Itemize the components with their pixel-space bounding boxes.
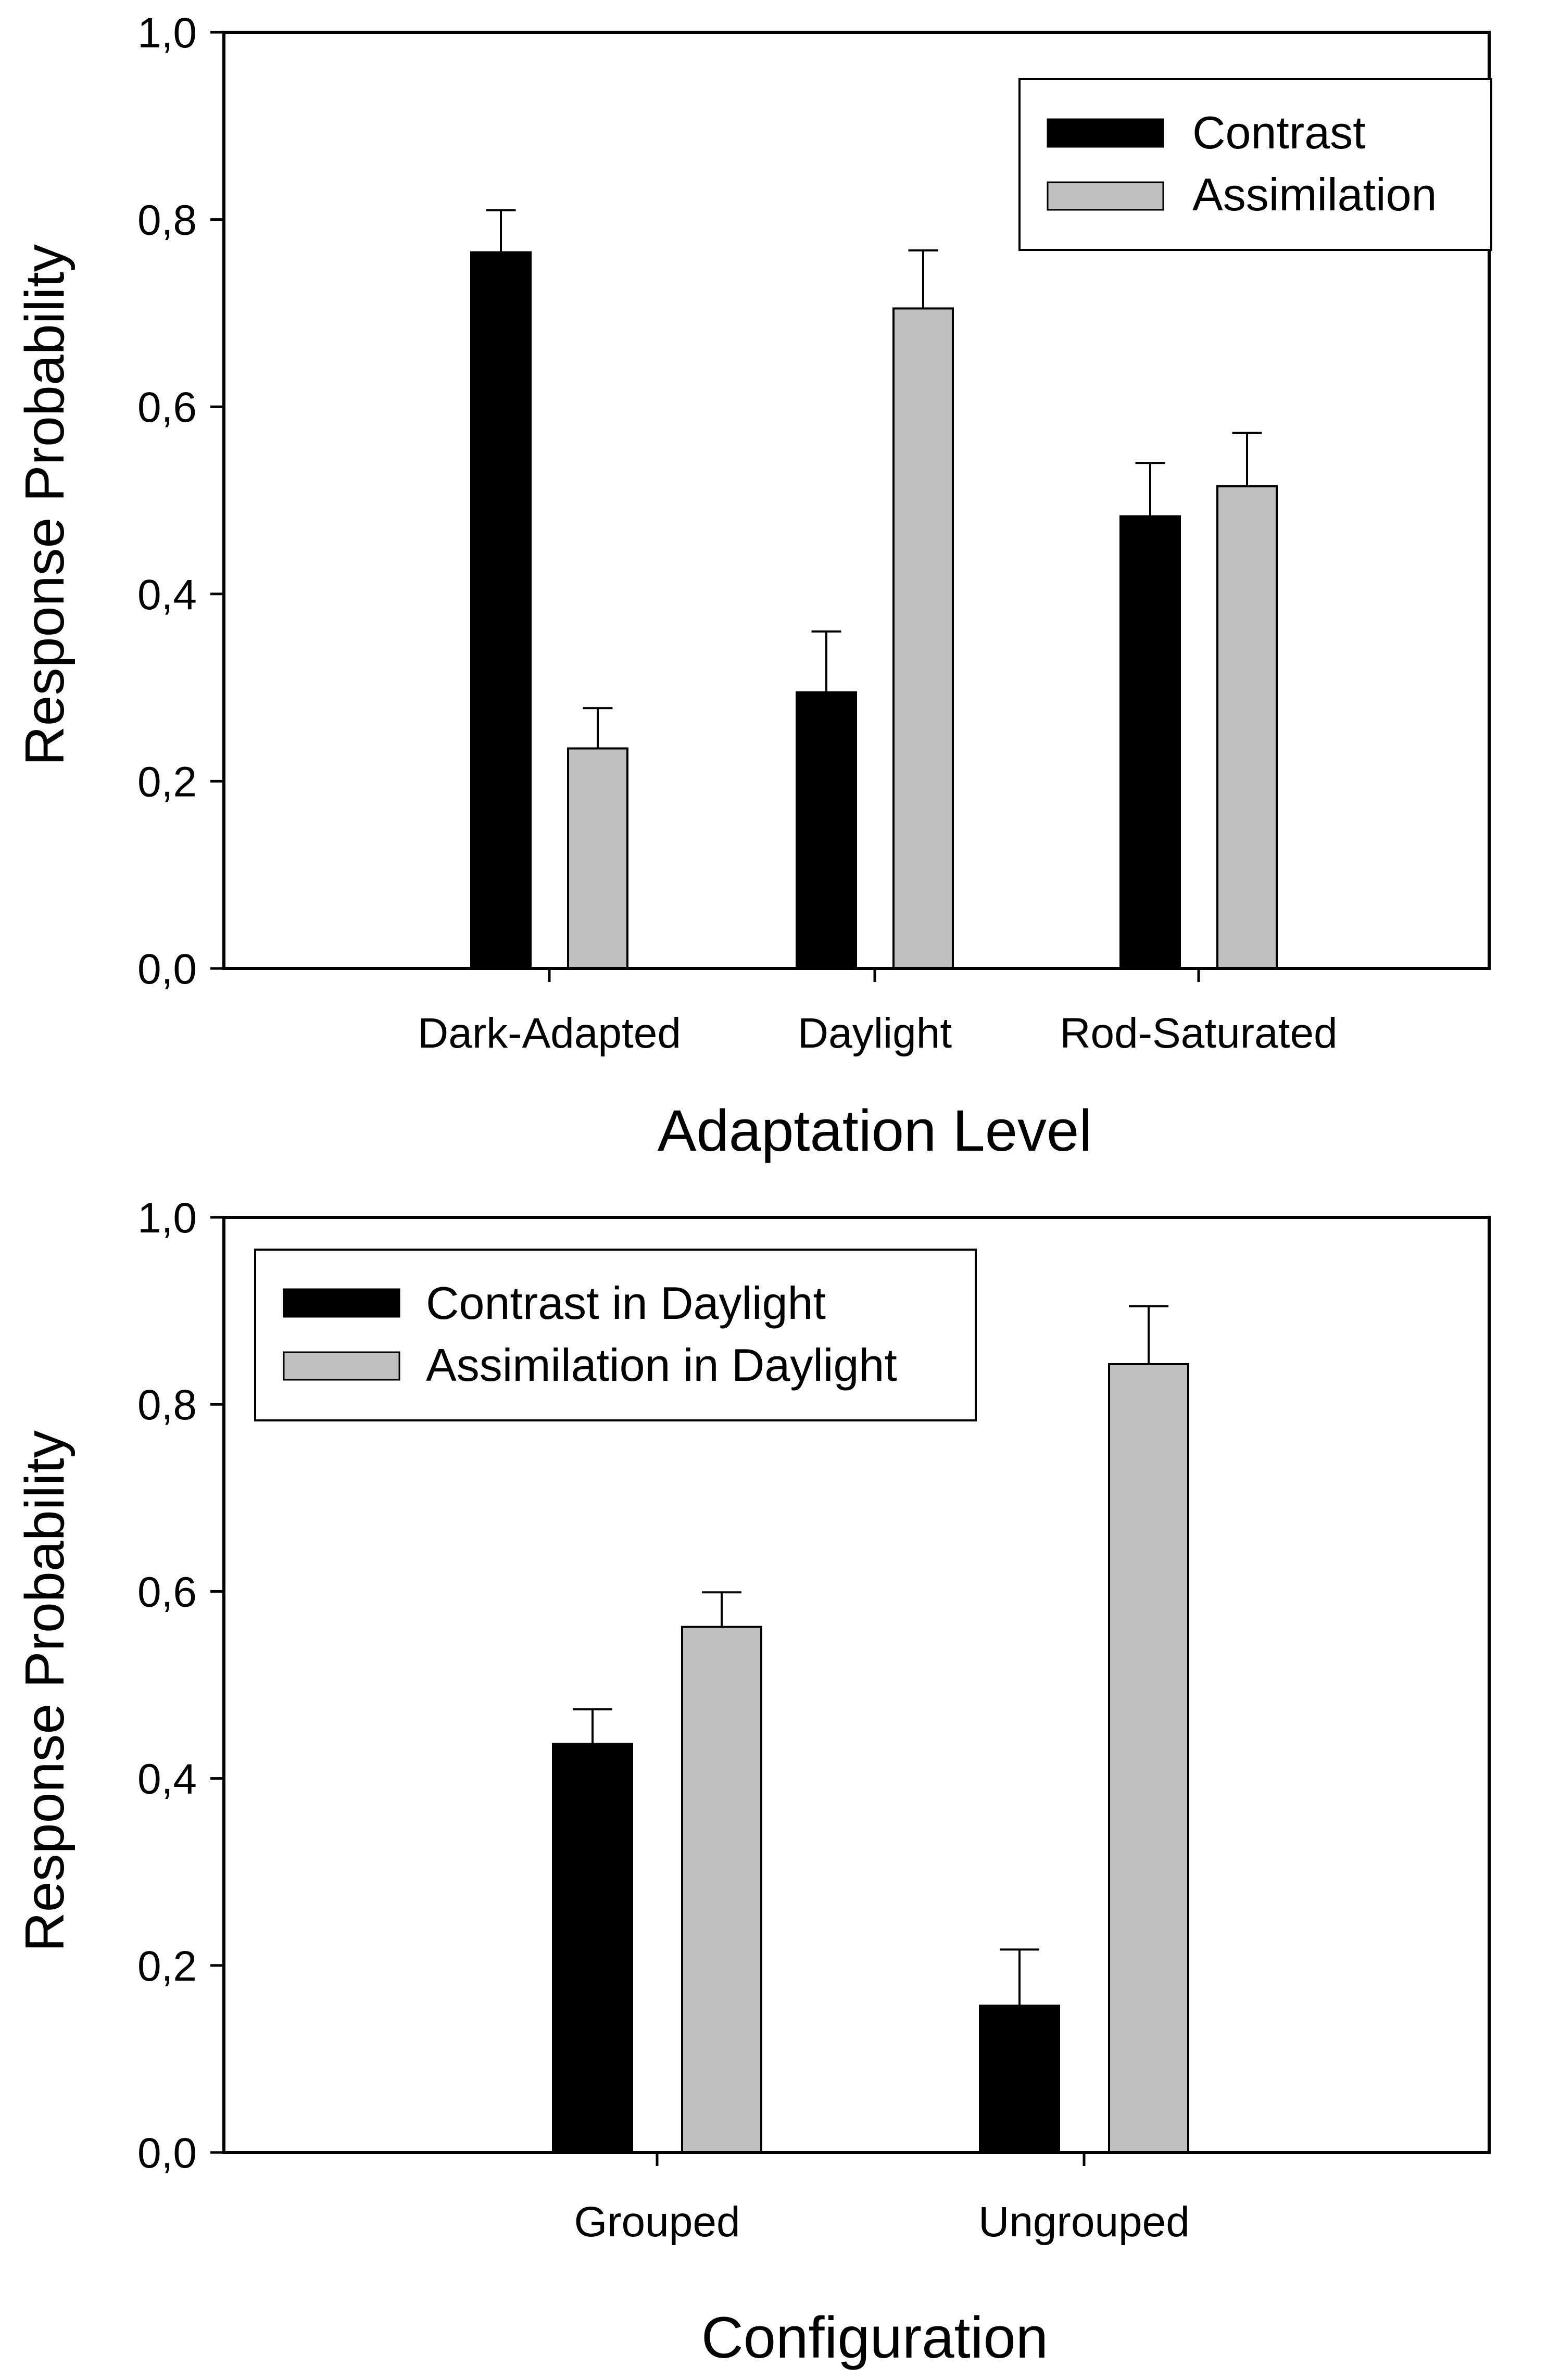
x-tick-label-daylight: Daylight — [798, 1010, 952, 1057]
y-tick-label-5: 1,0 — [137, 9, 197, 57]
bar-assimilation-dark-adapted — [567, 747, 628, 969]
bar-contrast-daylight — [796, 691, 857, 969]
x-axis-title: Adaptation Level — [658, 1098, 1092, 1163]
bar-contrast-dark-adapted — [470, 251, 532, 969]
y-tick-label-0: 0,0 — [137, 2130, 197, 2177]
x-tick-label-rod-saturated: Rod-Saturated — [1060, 1010, 1337, 1057]
bar-group — [552, 1363, 1189, 2154]
y-axis: 0,0 0,2 0,4 0,6 0,8 1,0 — [137, 9, 224, 993]
x-axis-title: Configuration — [701, 2305, 1048, 2370]
error-bar-group — [486, 209, 1262, 749]
x-axis: Grouped Ungrouped — [574, 2152, 1190, 2246]
bar-assimilation-daylight — [892, 307, 954, 969]
y-tick-label-0: 0,0 — [137, 946, 197, 993]
legend-label-assimilation-daylight: Assimilation in Daylight — [426, 1339, 897, 1391]
legend-label-contrast-daylight: Contrast in Daylight — [426, 1277, 826, 1329]
plot-area-frame — [222, 31, 1491, 970]
bar-assimilation-rod-saturated — [1216, 485, 1278, 969]
x-tick-label-dark-adapted: Dark-Adapted — [418, 1010, 681, 1057]
y-axis: 0,0 0,2 0,4 0,6 0,8 1,0 — [137, 1194, 224, 2177]
bar-contrast-rod-saturated — [1119, 515, 1181, 969]
bar-contrast-in-daylight-grouped — [552, 1743, 633, 2154]
x-tick-label-ungrouped: Ungrouped — [978, 2198, 1190, 2246]
legend-label-assimilation: Assimilation — [1192, 169, 1437, 220]
legend-swatch-contrast-daylight — [283, 1288, 400, 1318]
bar-assimilation-in-daylight-grouped — [681, 1626, 762, 2154]
legend-swatch-assimilation-daylight — [283, 1351, 400, 1381]
y-tick-label-3: 0,6 — [137, 1568, 197, 1616]
bar-contrast-in-daylight-ungrouped — [979, 2005, 1060, 2154]
legend-frame — [254, 1249, 977, 1421]
error-bar-group — [573, 1305, 1168, 2006]
y-tick-label-2: 0,4 — [137, 571, 197, 619]
y-tick-label-2: 0,4 — [137, 1756, 197, 1803]
chart-top: 0,0 0,2 0,4 0,6 0,8 1,0 Dark-Adapted Daylight R… — [14, 9, 1492, 1163]
y-tick-label-3: 0,6 — [137, 384, 197, 431]
legend-frame — [1018, 78, 1492, 251]
legend-label-contrast: Contrast — [1192, 107, 1366, 158]
x-axis: Dark-Adapted Daylight Rod-Saturated — [418, 968, 1338, 1057]
y-tick-label-5: 1,0 — [137, 1194, 197, 1242]
legend: Contrast Assimilation — [1018, 78, 1492, 251]
y-axis-title: Response Probability — [14, 1430, 75, 1952]
y-tick-label-1: 0,2 — [137, 758, 197, 805]
bar-assimilation-in-daylight-ungrouped — [1108, 1363, 1189, 2154]
y-tick-label-1: 0,2 — [137, 1943, 197, 1990]
legend-swatch-contrast — [1047, 118, 1164, 148]
legend-swatch-assimilation — [1047, 181, 1164, 211]
y-axis-title: Response Probability — [14, 244, 75, 766]
y-tick-label-4: 0,8 — [137, 1381, 197, 1429]
y-tick-label-4: 0,8 — [137, 197, 197, 244]
chart-bottom: 0,0 0,2 0,4 0,6 0,8 1,0 Grouped Ungrouped Conf… — [14, 1194, 1491, 2370]
plot-area-frame — [222, 1216, 1491, 2154]
x-tick-label-grouped: Grouped — [574, 2198, 740, 2246]
legend: Contrast in Daylight Assimilation in Day… — [254, 1249, 977, 1421]
